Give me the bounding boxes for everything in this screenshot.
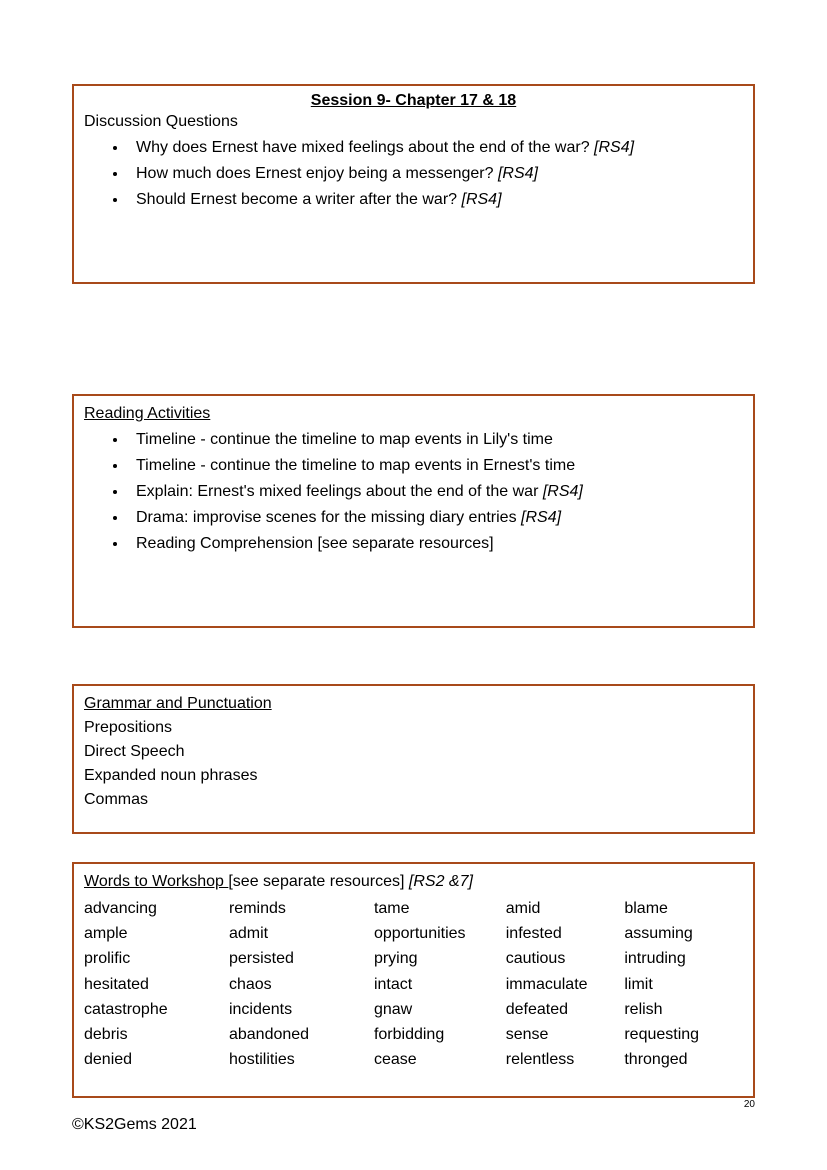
word-cell: admit [229,921,374,946]
list-item: Timeline - continue the timeline to map … [128,454,743,478]
words-heading-suffix: [see separate resources] [228,873,409,890]
word-cell: abandoned [229,1022,374,1047]
table-row: prolificpersistedpryingcautiousintruding [84,946,743,971]
item-tag: [RS4] [543,483,583,500]
word-cell: debris [84,1022,229,1047]
list-item: Why does Ernest have mixed feelings abou… [128,136,743,160]
session-title: Session 9- Chapter 17 & 18 [84,92,743,110]
word-cell: blame [624,896,743,921]
words-tbody: advancingremindstameamidblameampleadmito… [84,896,743,1072]
item-text: Drama: improvise scenes for the missing … [136,509,521,526]
item-text: Should Ernest become a writer after the … [136,191,462,208]
footer-copyright: ©KS2Gems 2021 [72,1116,197,1134]
word-cell: ample [84,921,229,946]
table-row: catastropheincidentsgnawdefeatedrelish [84,997,743,1022]
word-cell: requesting [624,1022,743,1047]
word-cell: hostilities [229,1047,374,1072]
discussion-list: Why does Ernest have mixed feelings abou… [84,136,743,212]
list-item: How much does Ernest enjoy being a messe… [128,162,743,186]
word-cell: thronged [624,1047,743,1072]
word-cell: cease [374,1047,506,1072]
word-cell: amid [506,896,625,921]
word-cell: relentless [506,1047,625,1072]
word-cell: opportunities [374,921,506,946]
reading-activities-box: Reading Activities Timeline - continue t… [72,394,755,628]
word-cell: limit [624,972,743,997]
grammar-line: Direct Speech [84,740,743,764]
list-item: Should Ernest become a writer after the … [128,188,743,212]
words-heading: Words to Workshop [84,873,228,890]
item-text: Timeline - continue the timeline to map … [136,457,575,474]
item-text: Why does Ernest have mixed feelings abou… [136,139,594,156]
word-cell: cautious [506,946,625,971]
word-cell: incidents [229,997,374,1022]
words-table: advancingremindstameamidblameampleadmito… [84,896,743,1072]
word-cell: reminds [229,896,374,921]
word-cell: prying [374,946,506,971]
reading-list: Timeline - continue the timeline to map … [84,428,743,556]
item-tag: [RS4] [521,509,561,526]
word-cell: tame [374,896,506,921]
grammar-line: Prepositions [84,716,743,740]
item-text: Explain: Ernest's mixed feelings about t… [136,483,543,500]
reading-heading: Reading Activities [84,402,743,426]
word-cell: hesitated [84,972,229,997]
word-cell: intruding [624,946,743,971]
word-cell: chaos [229,972,374,997]
words-box: Words to Workshop [see separate resource… [72,862,755,1098]
word-cell: denied [84,1047,229,1072]
words-heading-tag: [RS2 &7] [409,873,473,890]
grammar-box: Grammar and Punctuation Prepositions Dir… [72,684,755,834]
table-row: advancingremindstameamidblame [84,896,743,921]
word-cell: defeated [506,997,625,1022]
item-text: How much does Ernest enjoy being a messe… [136,165,498,182]
grammar-line: Commas [84,788,743,812]
list-item: Drama: improvise scenes for the missing … [128,506,743,530]
table-row: ampleadmitopportunitiesinfestedassuming [84,921,743,946]
table-row: deniedhostilitiesceaserelentlessthronged [84,1047,743,1072]
word-cell: prolific [84,946,229,971]
grammar-heading: Grammar and Punctuation [84,692,743,716]
word-cell: immaculate [506,972,625,997]
word-cell: persisted [229,946,374,971]
discussion-questions-box: Session 9- Chapter 17 & 18 Discussion Qu… [72,84,755,284]
item-tag: [RS4] [498,165,538,182]
item-text: Reading Comprehension [see separate reso… [136,535,494,552]
grammar-line: Expanded noun phrases [84,764,743,788]
item-tag: [RS4] [594,139,634,156]
list-item: Timeline - continue the timeline to map … [128,428,743,452]
words-heading-line: Words to Workshop [see separate resource… [84,870,743,894]
word-cell: catastrophe [84,997,229,1022]
word-cell: relish [624,997,743,1022]
word-cell: sense [506,1022,625,1047]
word-cell: intact [374,972,506,997]
list-item: Reading Comprehension [see separate reso… [128,532,743,556]
word-cell: gnaw [374,997,506,1022]
page-number: 20 [744,1099,755,1110]
word-cell: forbidding [374,1022,506,1047]
item-tag: [RS4] [462,191,502,208]
discussion-heading: Discussion Questions [84,110,743,134]
word-cell: infested [506,921,625,946]
list-item: Explain: Ernest's mixed feelings about t… [128,480,743,504]
table-row: hesitatedchaosintactimmaculatelimit [84,972,743,997]
word-cell: assuming [624,921,743,946]
word-cell: advancing [84,896,229,921]
table-row: debrisabandonedforbiddingsenserequesting [84,1022,743,1047]
item-text: Timeline - continue the timeline to map … [136,431,553,448]
